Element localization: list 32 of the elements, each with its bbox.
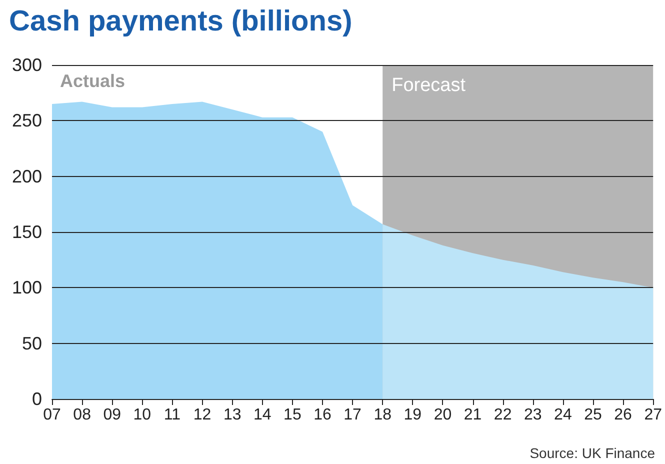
x-tick-label: 10 [133, 406, 152, 424]
x-tick-label: 09 [103, 406, 122, 424]
x-tick-label: 08 [73, 406, 92, 424]
x-tick-label: 18 [374, 406, 392, 424]
x-tick-label: 15 [284, 406, 302, 424]
y-tick-label: 0 [32, 389, 42, 409]
y-tick-label: 200 [12, 166, 42, 186]
x-tick-label: 27 [644, 406, 662, 424]
y-tick-label: 300 [12, 55, 42, 75]
x-tick-label: 24 [554, 406, 572, 424]
x-tick-label: 12 [193, 406, 212, 424]
x-tick-label: 17 [344, 406, 362, 424]
x-tick-label: 20 [434, 406, 452, 424]
y-tick-label: 150 [12, 222, 42, 242]
x-tick-label: 16 [314, 406, 332, 424]
band-label: Forecast [392, 75, 466, 96]
source-note: Source: UK Finance [530, 445, 656, 461]
y-tick-label: 100 [12, 278, 42, 298]
x-tick-label: 26 [614, 406, 632, 424]
y-tick-label: 50 [22, 333, 42, 354]
x-tick-label: 11 [164, 406, 181, 424]
x-tick-label: 22 [494, 406, 512, 424]
annotation: Actuals [60, 71, 126, 91]
x-tick-label: 19 [404, 406, 422, 424]
x-tick-label: 23 [524, 406, 542, 424]
y-tick-label: 250 [12, 110, 42, 131]
x-tick-label: 14 [253, 406, 272, 424]
chart-title: Cash payments (billions) [9, 6, 352, 38]
x-tick-label: 07 [43, 406, 61, 424]
x-tick-label: 25 [584, 406, 602, 424]
x-tick-label: 13 [223, 406, 242, 424]
x-tick-label: 21 [464, 406, 482, 424]
